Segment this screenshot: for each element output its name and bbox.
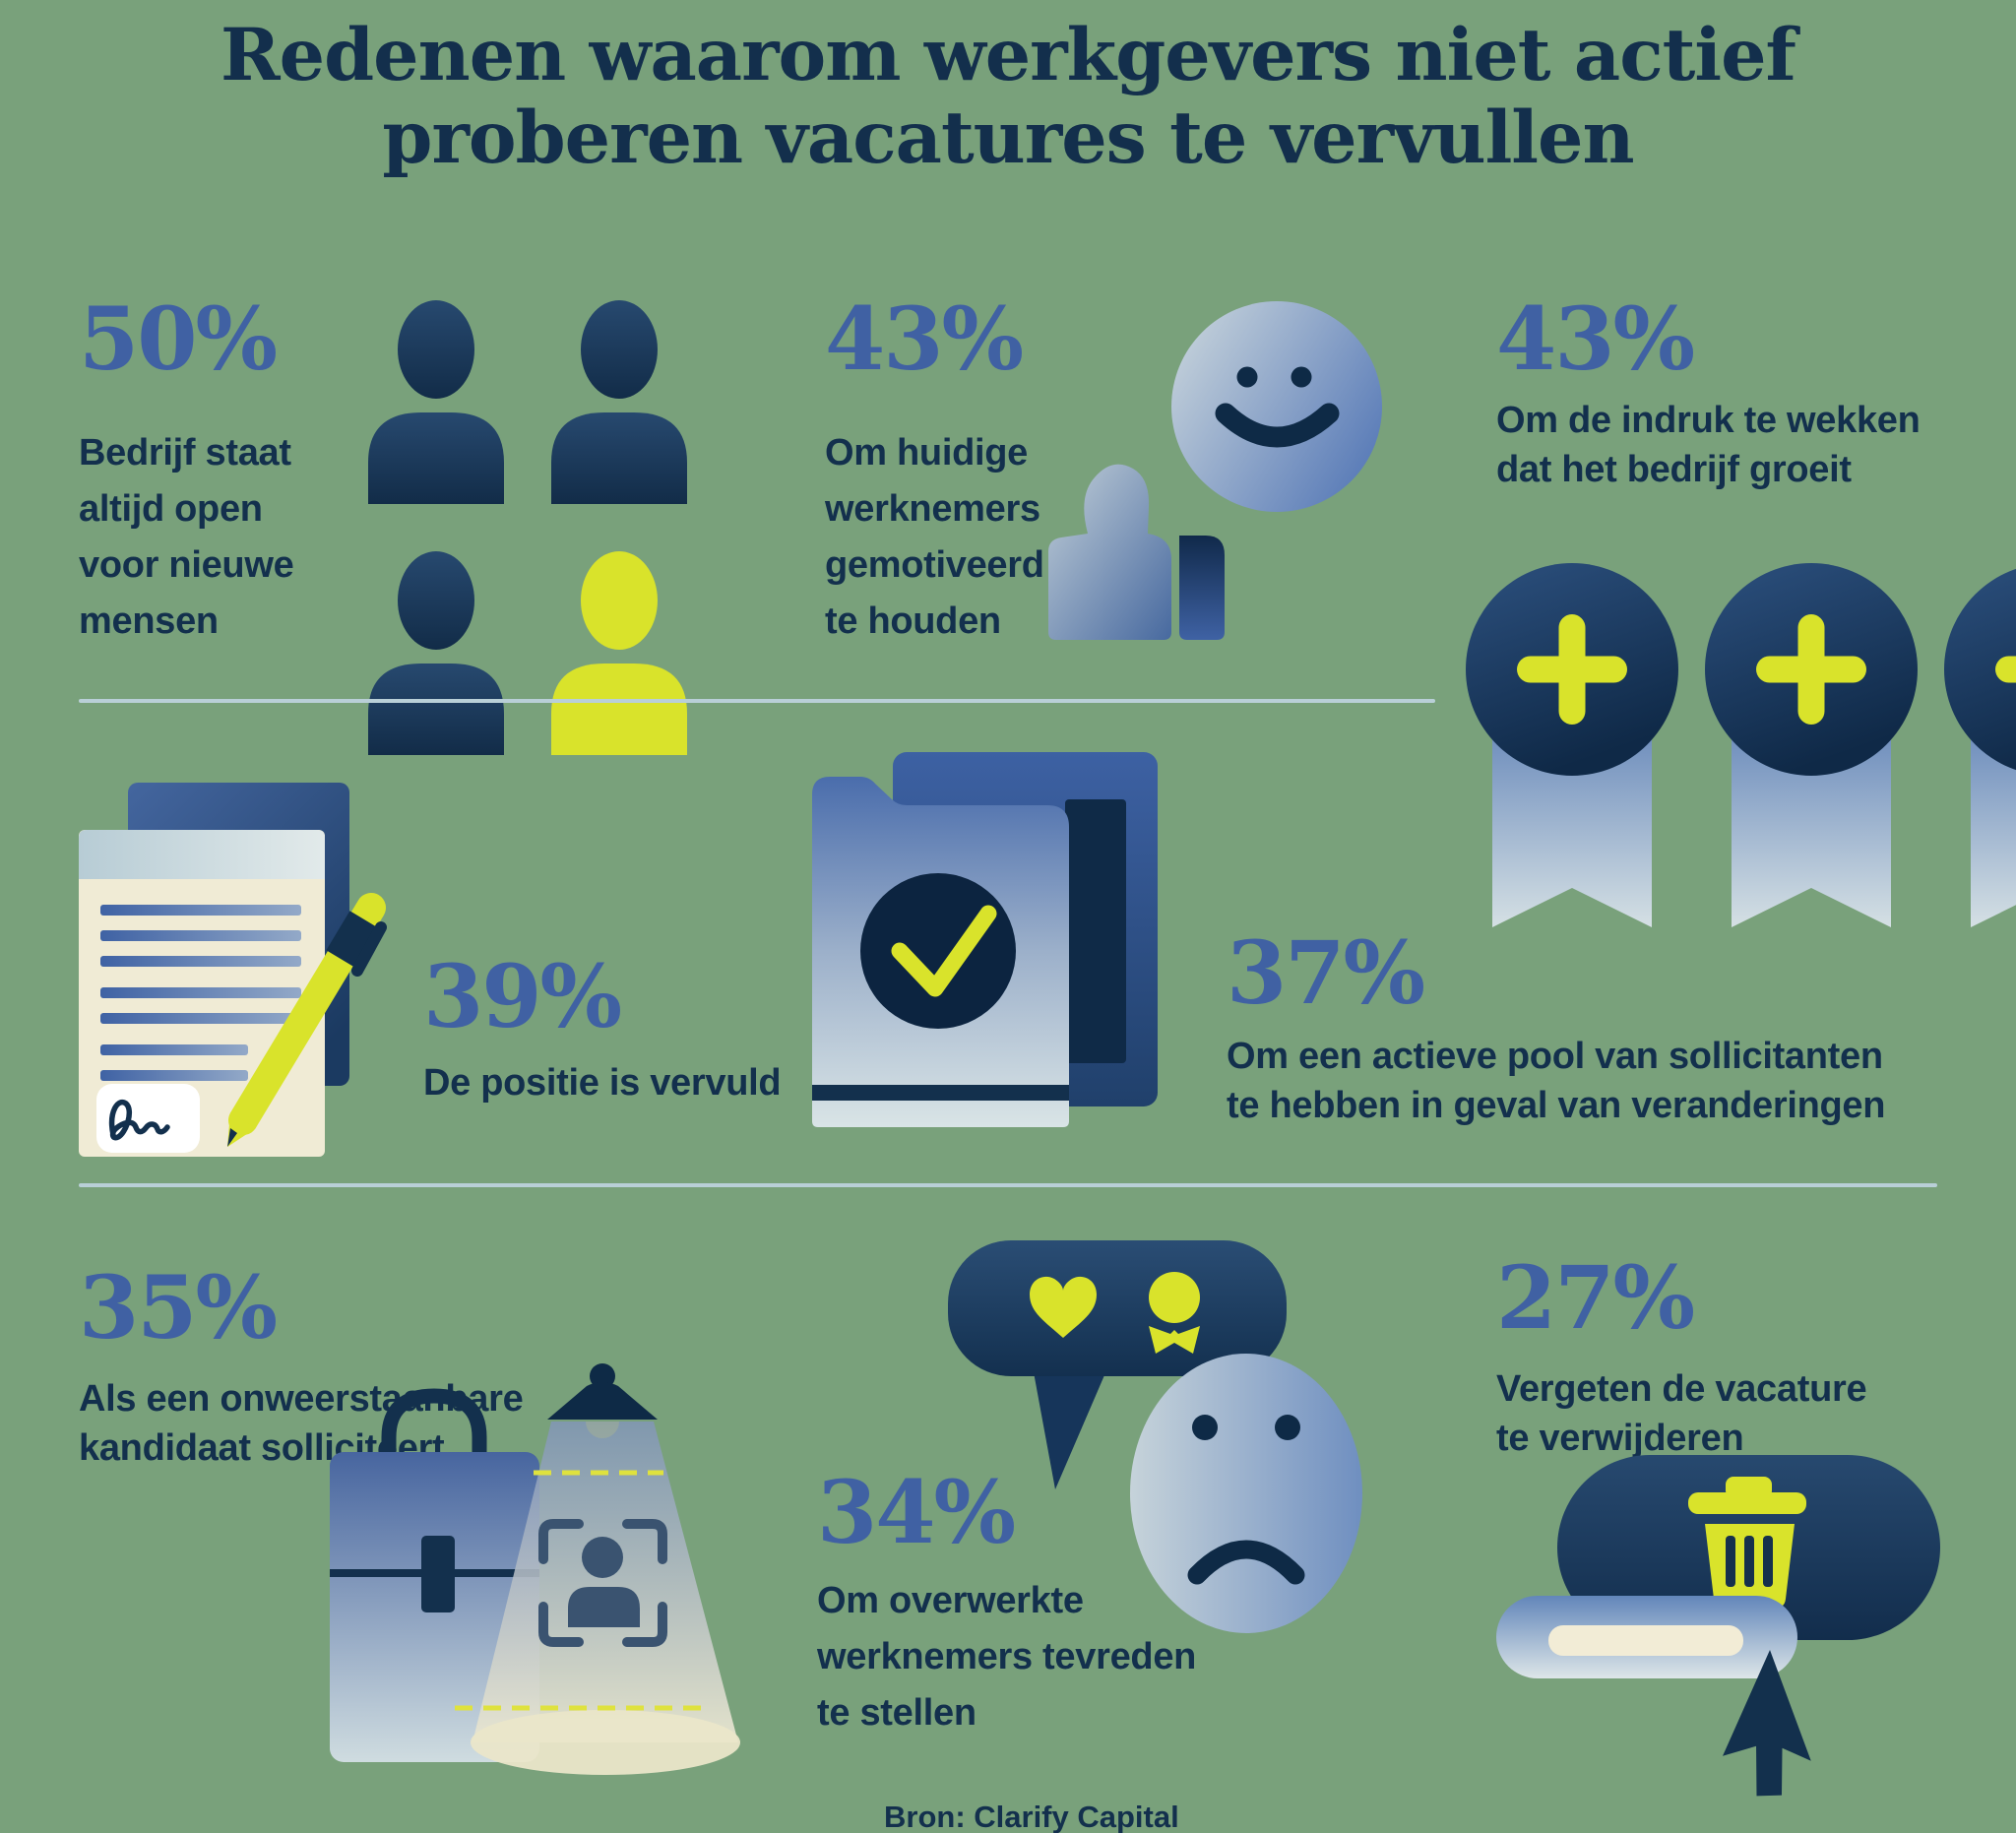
candidate-focus-icon xyxy=(538,1519,667,1647)
stat-label-line: Om de indruk te wekken xyxy=(1496,400,1921,441)
stat-label-line: werknemers xyxy=(825,488,1040,530)
person-icon xyxy=(551,300,687,504)
stat-percent-vergeten: 27% xyxy=(1496,1246,1695,1349)
plus-badge-icon xyxy=(1944,568,2016,927)
plus-badge-icon xyxy=(1705,563,1918,927)
stat-label-line: te houden xyxy=(825,600,1001,642)
stat-label-line: altijd open xyxy=(79,488,263,530)
page-title: Redenen waarom werkgevers niet actief pr… xyxy=(0,14,2016,179)
page-title-line-2: proberen vacatures te vervullen xyxy=(382,95,1634,180)
person-icon xyxy=(368,300,504,504)
plus-badges-icon xyxy=(1466,563,2016,927)
stat-label-gemotiveerd: Om huidige werknemers gemotiveerd te hou… xyxy=(825,425,1044,650)
stat-label-line: De positie is vervuld xyxy=(423,1062,782,1104)
divider-line xyxy=(79,1183,1937,1187)
thumbs-up-smiley-icon xyxy=(1048,301,1382,640)
trash-delete-icon xyxy=(1496,1455,1940,1797)
stat-percent-actieve-pool: 37% xyxy=(1227,921,1425,1024)
stat-label-open-bedrijf: Bedrijf staat altijd open voor nieuwe me… xyxy=(79,425,294,650)
stat-label-actieve-pool: Om een actieve pool van sollicitanten te… xyxy=(1227,1032,1885,1130)
stat-label-line: Bedrijf staat xyxy=(79,432,291,474)
chat-sad-face-icon xyxy=(948,1240,1362,1633)
stat-percent-onweerstaanbare: 35% xyxy=(79,1256,278,1359)
stat-label-line: te hebben in geval van veranderingen xyxy=(1227,1085,1886,1126)
folder-check-icon xyxy=(812,752,1158,1127)
stat-label-vergeten: Vergeten de vacature te verwijderen xyxy=(1496,1364,1867,1463)
stat-label-line: Om overwerkte xyxy=(817,1580,1084,1621)
signature-squiggle xyxy=(109,1099,170,1141)
plus-badge-icon xyxy=(1466,563,1678,927)
stat-label-line: voor nieuwe xyxy=(79,544,294,586)
stat-percent-gemotiveerd: 43% xyxy=(825,287,1024,390)
stat-label-overwerkte: Om overwerkte werknemers tevreden te ste… xyxy=(817,1573,1196,1741)
middle-sheet xyxy=(1065,799,1126,1063)
heart-icon xyxy=(1030,1276,1097,1338)
source-attribution: Bron: Clarify Capital xyxy=(884,1800,1179,1833)
candidate-person-icon xyxy=(568,1537,640,1627)
stat-label-line: mensen xyxy=(79,600,219,642)
highlighted-person-icon xyxy=(551,551,687,755)
stat-label-line: werknemers tevreden xyxy=(817,1636,1197,1677)
stat-percent-groei-indruk: 43% xyxy=(1496,287,1695,390)
contract-paper xyxy=(79,830,325,1157)
smiley-face-icon xyxy=(1171,301,1382,512)
cursor-icon xyxy=(1723,1650,1811,1797)
checkmark-icon xyxy=(891,905,997,997)
pen-icon xyxy=(227,893,387,1147)
stat-percent-overwerkte: 34% xyxy=(817,1461,1016,1563)
thumbs-up-icon xyxy=(1048,464,1225,640)
light-pool xyxy=(471,1710,740,1775)
signed-contract-icon xyxy=(79,783,387,1157)
person-icon xyxy=(368,551,504,755)
stat-label-positie-vervuld: De positie is vervuld xyxy=(423,1055,782,1111)
page-title-line-1: Redenen waarom werkgevers niet actief xyxy=(220,13,1796,97)
stat-label-line: gemotiveerd xyxy=(825,544,1044,586)
stat-percent-positie-vervuld: 39% xyxy=(423,945,622,1047)
light-cone xyxy=(472,1422,738,1742)
trash-icon xyxy=(1688,1477,1806,1609)
stat-label-line: Om huidige xyxy=(825,432,1029,474)
stat-label-line: Om een actieve pool van sollicitanten xyxy=(1227,1036,1883,1077)
divider-line xyxy=(79,699,1435,703)
check-circle xyxy=(860,873,1016,1029)
sad-face-icon xyxy=(1130,1354,1362,1633)
stat-label-groei-indruk: Om de indruk te wekken dat het bedrijf g… xyxy=(1496,396,1921,494)
people-group-icon xyxy=(368,300,687,755)
search-bar-field xyxy=(1548,1625,1743,1656)
award-person-icon xyxy=(1149,1272,1200,1354)
stat-percent-open-bedrijf: 50% xyxy=(79,287,278,390)
stat-label-line: Vergeten de vacature xyxy=(1496,1368,1867,1410)
stat-label-line: te verwijderen xyxy=(1496,1418,1744,1459)
stat-label-line: te stellen xyxy=(817,1692,976,1734)
briefcase-spotlight-icon xyxy=(330,1363,740,1775)
chat-bubble-icon xyxy=(948,1240,1287,1489)
stat-label-line: dat het bedrijf groeit xyxy=(1496,449,1852,490)
